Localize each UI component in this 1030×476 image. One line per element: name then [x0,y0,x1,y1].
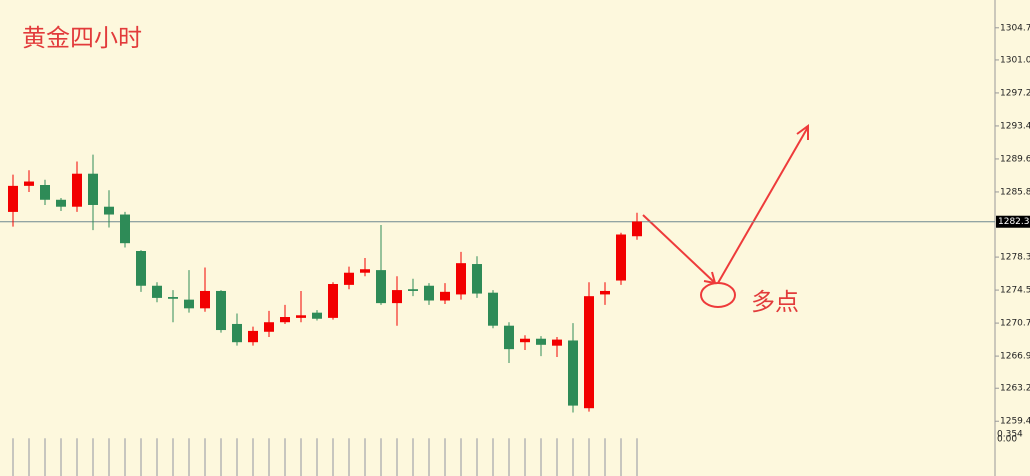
y-tick-label: 1297.20 [1000,88,1030,98]
y-tick-label: 1289.60 [1000,154,1030,164]
y-tick-label: 1259.40 [1000,417,1030,427]
candle-body [40,184,50,200]
annotation: 多点 [751,288,799,316]
last-price-label: 1282.37 [998,217,1030,227]
candle-body [536,338,546,345]
candle-body [232,323,242,343]
candle-body [312,312,322,319]
y-tick-label: 1278.30 [1000,253,1030,263]
candle-body [72,173,82,207]
candle-body [584,296,594,409]
candle-body [376,270,386,304]
candle-body [88,173,98,205]
y-tick-label: 1274.50 [1000,286,1030,296]
candle-body [328,284,338,318]
candle-body [8,185,18,212]
volume-tick-label: 0.354 [997,430,1023,440]
candle-body [280,317,290,323]
volume-tick-label: 0.00 [997,435,1017,445]
candle-body [488,292,498,326]
annotation-arrows [642,124,809,308]
y-tick-label: 1301.00 [1000,55,1030,65]
candle-body [24,181,34,186]
chart-title: 黄金四小时 [22,24,142,52]
candle-body [424,285,434,301]
candle-body [440,291,450,301]
candle-body [408,289,418,291]
candle-body [200,290,210,309]
candle-body [136,251,146,286]
y-tick-label: 1270.70 [1000,319,1030,329]
candle-body [456,263,466,295]
candle-body [392,290,402,304]
candle-body [168,297,178,299]
candle-body [632,221,642,237]
candle-body [264,322,274,332]
candle-body [104,206,114,215]
y-tick-label: 1304.70 [1000,23,1030,33]
candle-body [344,272,354,285]
y-tick-label: 1263.20 [1000,384,1030,394]
y-tick-label: 1293.40 [1000,121,1030,131]
candle-body [296,315,306,318]
candle-body [152,285,162,298]
candle-body [600,290,610,295]
candle-body [472,264,482,294]
candle-body [360,269,370,273]
candle-body [120,214,130,244]
candle-body [216,290,226,331]
last-price-box [996,215,1030,228]
candle-body [248,330,258,343]
candle-body [552,339,562,346]
candle-body [56,199,66,207]
y-tick-label: 1285.80 [1000,187,1030,197]
y-tick-label: 1266.90 [1000,352,1030,362]
candle-body [616,234,626,281]
candle-body [504,325,514,350]
candle-body [184,299,194,309]
candle-body [520,338,530,343]
candle-body [568,340,578,406]
